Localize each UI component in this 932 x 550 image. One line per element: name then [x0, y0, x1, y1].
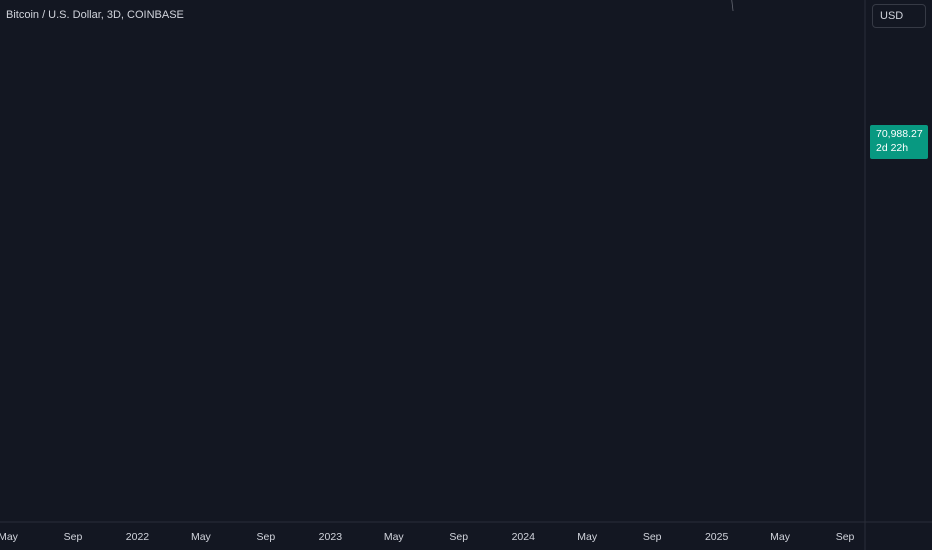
current-price-value: 70,988.27: [876, 128, 923, 140]
time-tick: May: [577, 531, 598, 543]
time-tick: Sep: [643, 531, 662, 543]
time-tick: May: [770, 531, 791, 543]
time-tick: 2024: [512, 531, 536, 543]
chart-title: Bitcoin / U.S. Dollar, 3D, COINBASE: [6, 9, 184, 21]
current-price-label: 70,988.27 2d 22h: [870, 125, 928, 159]
time-tick: Sep: [64, 531, 83, 543]
time-tick: May: [384, 531, 405, 543]
time-tick: Sep: [257, 531, 276, 543]
plot-area[interactable]: [0, 0, 865, 522]
time-tick: 2022: [126, 531, 150, 543]
time-tick: May: [191, 531, 212, 543]
time-tick: Sep: [836, 531, 855, 543]
time-tick: 2023: [319, 531, 343, 543]
time-tick: Sep: [449, 531, 468, 543]
currency-button[interactable]: USD: [872, 4, 926, 28]
bar-countdown: 2d 22h: [876, 142, 909, 154]
time-axis[interactable]: May Sep 2022 May Sep 2023 May Sep 2024 May Sep 2025…: [0, 531, 855, 543]
time-tick: May: [0, 531, 19, 543]
time-tick: 2025: [705, 531, 729, 543]
